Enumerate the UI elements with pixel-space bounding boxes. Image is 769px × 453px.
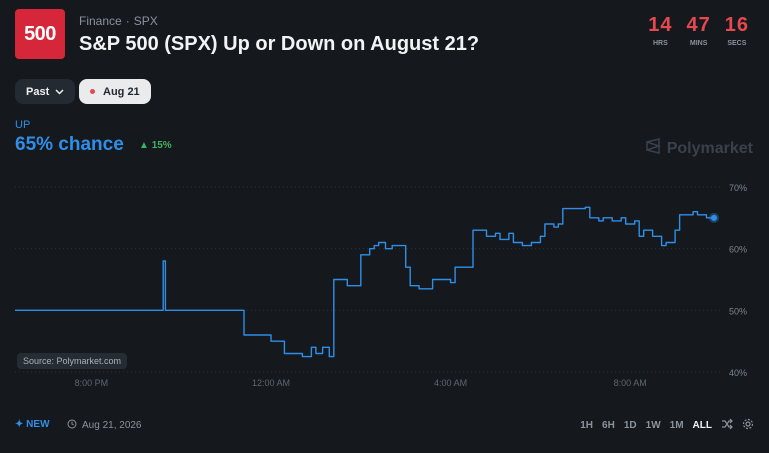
countdown-seconds-value: 16 bbox=[724, 14, 749, 36]
chance-delta: ▲ 15% bbox=[139, 140, 172, 151]
chart-series bbox=[15, 206, 720, 358]
y-tick-label: 40% bbox=[729, 368, 747, 378]
y-tick-label: 60% bbox=[729, 245, 747, 255]
end-date-value: Aug 21, 2026 bbox=[82, 420, 142, 431]
countdown-hours: 14 HRS bbox=[648, 14, 672, 47]
gear-icon[interactable] bbox=[742, 418, 754, 433]
outcome-label: UP bbox=[15, 119, 31, 131]
shuffle-icon[interactable] bbox=[721, 418, 733, 433]
sparkle-icon: ✦ bbox=[15, 419, 24, 430]
range-1m[interactable]: 1M bbox=[669, 420, 684, 431]
new-badge: ✦ NEW bbox=[15, 419, 50, 430]
market-logo: 500 bbox=[15, 9, 65, 59]
range-all[interactable]: ALL bbox=[692, 420, 712, 431]
chart-gridlines bbox=[15, 186, 720, 373]
y-tick-label: 70% bbox=[729, 183, 747, 193]
date-filter-button[interactable]: Aug 21 bbox=[79, 79, 151, 104]
breadcrumb: Finance · SPX bbox=[79, 14, 158, 28]
countdown-minutes-label: MINS bbox=[689, 40, 708, 47]
range-6h[interactable]: 6H bbox=[602, 420, 615, 431]
countdown-minutes: 47 MINS bbox=[687, 14, 711, 47]
end-date: Aug 21, 2026 bbox=[67, 419, 142, 432]
triangle-up-icon: ▲ bbox=[139, 140, 149, 151]
polymarket-logo-icon bbox=[645, 138, 662, 159]
chance-value: 65% chance bbox=[15, 134, 124, 155]
series-line bbox=[15, 206, 711, 358]
polymarket-wordmark: Polymarket bbox=[666, 139, 753, 157]
countdown-seconds-label: SECS bbox=[727, 40, 747, 47]
countdown-hours-value: 14 bbox=[648, 14, 673, 36]
date-filter-label: Aug 21 bbox=[103, 85, 140, 98]
breadcrumb-separator: · bbox=[125, 14, 130, 28]
past-dropdown-button[interactable]: Past bbox=[15, 79, 76, 104]
x-tick-label: 8:00 PM bbox=[75, 378, 109, 388]
breadcrumb-ticker[interactable]: SPX bbox=[133, 14, 158, 28]
x-axis-labels: 8:00 PM 12:00 AM 4:00 AM 8:00 AM bbox=[75, 378, 647, 388]
chevron-down-icon bbox=[55, 87, 64, 97]
series-end-point bbox=[711, 214, 718, 221]
market-title: S&P 500 (SPX) Up or Down on August 21? bbox=[79, 33, 480, 55]
chance-delta-value: 15% bbox=[151, 140, 172, 151]
x-tick-label: 8:00 AM bbox=[614, 378, 647, 388]
y-tick-label: 50% bbox=[729, 306, 747, 316]
new-badge-label: NEW bbox=[26, 419, 50, 430]
countdown-minutes-value: 47 bbox=[686, 14, 711, 36]
time-range-selector: 1H 6H 1D 1W 1M ALL bbox=[580, 418, 754, 433]
source-label: Source: Polymarket.com bbox=[17, 353, 128, 369]
range-1h[interactable]: 1H bbox=[580, 420, 594, 431]
clock-icon bbox=[67, 419, 77, 432]
range-1w[interactable]: 1W bbox=[645, 420, 661, 431]
countdown-seconds: 16 SECS bbox=[725, 14, 749, 47]
y-axis-labels: 40% 50% 60% 70% bbox=[729, 183, 747, 378]
x-tick-label: 12:00 AM bbox=[252, 378, 290, 388]
price-chart[interactable]: 40%50%60%70% 8:00 PM 12:00 AM 4:00 AM 8:00 … bbox=[0, 170, 769, 392]
breadcrumb-category[interactable]: Finance bbox=[79, 14, 122, 28]
range-1d[interactable]: 1D bbox=[623, 420, 637, 431]
countdown-hours-label: HRS bbox=[652, 40, 668, 47]
countdown-timer: 14 HRS 47 MINS 16 SECS bbox=[648, 14, 749, 47]
x-tick-label: 4:00 AM bbox=[434, 378, 467, 388]
live-dot-icon bbox=[90, 89, 95, 94]
past-dropdown-label: Past bbox=[26, 85, 50, 98]
polymarket-watermark: Polymarket bbox=[645, 138, 753, 159]
